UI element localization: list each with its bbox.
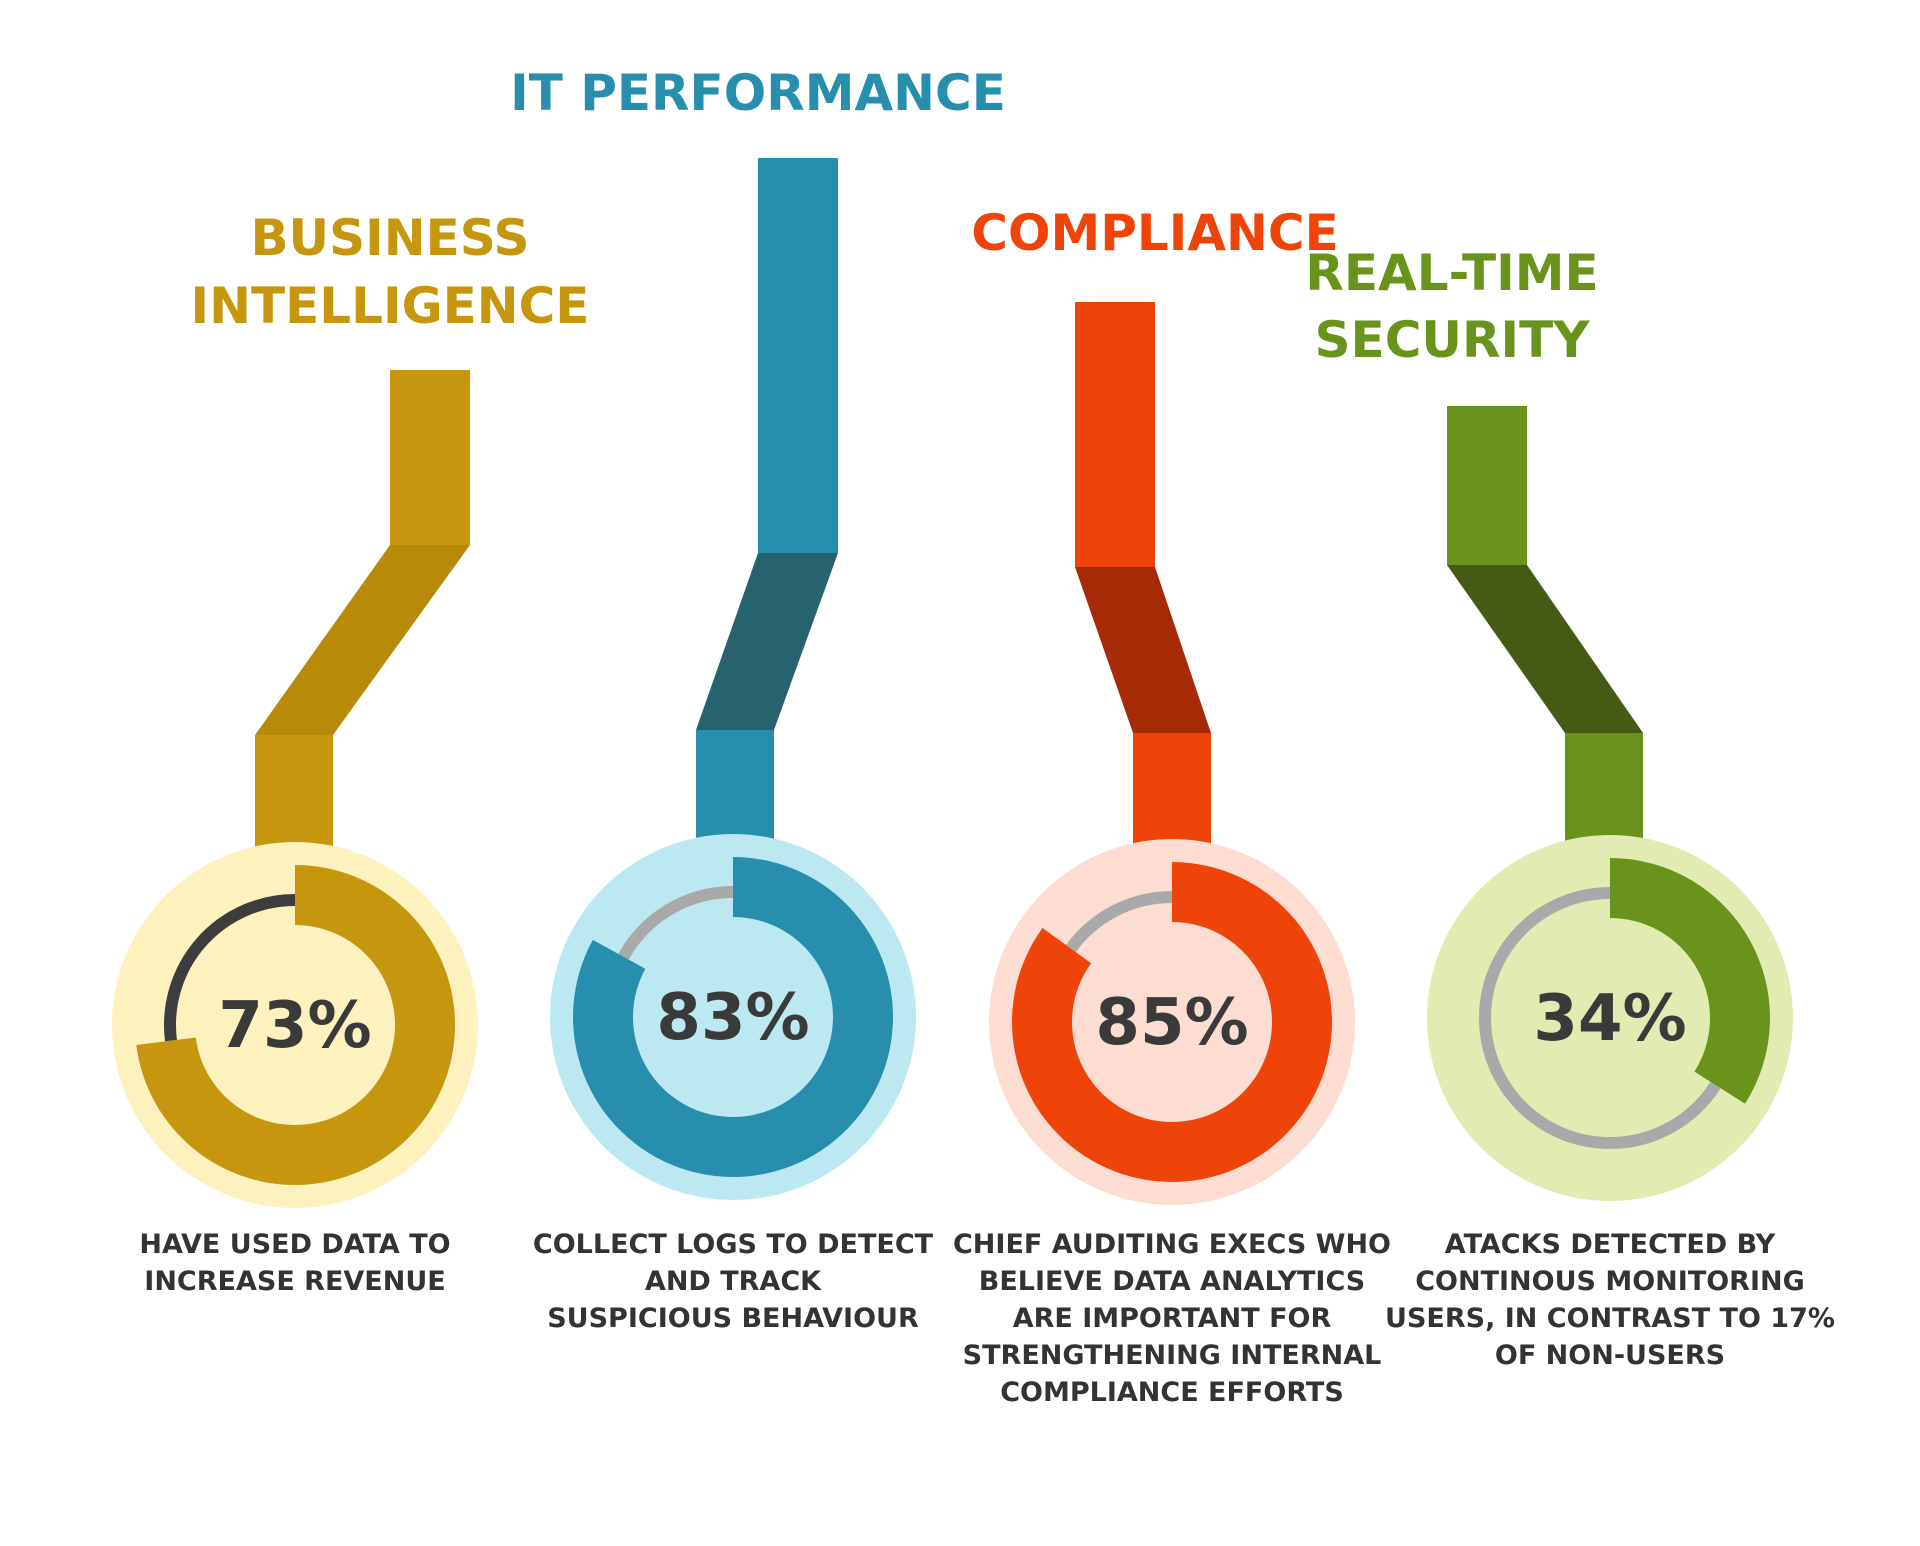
connector-bar-top	[390, 370, 470, 545]
donut-remaining-track	[1479, 887, 1721, 1149]
category-title: SECURITY	[1315, 311, 1591, 369]
description-text: STRENGTHENING INTERNAL	[963, 1340, 1382, 1371]
donut-value-arc	[573, 857, 894, 1178]
category-title: INTELLIGENCE	[191, 277, 590, 335]
donut-value-arc	[1011, 862, 1332, 1182]
connector-bar-stem	[696, 730, 774, 854]
category-title: REAL-TIME	[1305, 244, 1598, 302]
connector-bar-top	[758, 158, 838, 553]
description-text: ATACKS DETECTED BY	[1445, 1229, 1776, 1260]
donut-remaining-track	[1066, 891, 1173, 953]
description-text: CONTINOUS MONITORING	[1415, 1266, 1805, 1297]
connector-bend	[1447, 565, 1643, 733]
metric-group: REAL-TIME SECURITY 34% ATACKS DETECTED BY CO…	[1305, 244, 1835, 1371]
connector-bar-stem	[1565, 733, 1643, 855]
description-text: USERS, IN CONTRAST TO 17%	[1385, 1303, 1835, 1334]
donut-remaining-track	[164, 894, 296, 1042]
description-text: INCREASE REVENUE	[144, 1266, 445, 1297]
metric-group: BUSINESS INTELLIGENCE 73% HAVE USED DATA TO…	[112, 209, 589, 1297]
donut-remaining-track	[618, 886, 734, 960]
category-title: BUSINESS	[250, 209, 529, 267]
description-text: BELIEVE DATA ANALYTICS	[979, 1266, 1365, 1297]
description-text: OF NON-USERS	[1495, 1340, 1725, 1371]
percentage-label: 73%	[218, 989, 371, 1063]
description-text: AND TRACK	[645, 1266, 822, 1297]
category-title: COMPLIANCE	[971, 204, 1338, 262]
connector-bend	[1075, 567, 1211, 733]
metric-group: IT PERFORMANCE 83% COLLECT LOGS TO DETECT A…	[510, 64, 1006, 1334]
connector-bend	[696, 553, 838, 730]
connector-bar-top	[1075, 302, 1155, 567]
description-text: SUSPICIOUS BEHAVIOUR	[547, 1303, 919, 1334]
percentage-label: 83%	[656, 981, 809, 1055]
description-text: COMPLIANCE EFFORTS	[1000, 1377, 1344, 1408]
donut-value-arc	[1610, 858, 1770, 1104]
category-title: IT PERFORMANCE	[510, 64, 1006, 122]
connector-bar-top	[1447, 406, 1527, 565]
description-text: HAVE USED DATA TO	[139, 1229, 450, 1260]
percentage-label: 34%	[1533, 982, 1686, 1056]
description-text: COLLECT LOGS TO DETECT	[533, 1229, 934, 1260]
donut-value-arc	[136, 865, 455, 1185]
connector-bar-stem	[255, 735, 333, 862]
metric-group: COMPLIANCE 85% CHIEF AUDITING EXECS WHO BEL…	[953, 204, 1391, 1408]
connector-bend	[255, 545, 470, 735]
connector-bar-stem	[1133, 733, 1211, 859]
description-text: ARE IMPORTANT FOR	[1013, 1303, 1332, 1334]
percentage-label: 85%	[1095, 986, 1248, 1060]
description-text: CHIEF AUDITING EXECS WHO	[953, 1229, 1391, 1260]
